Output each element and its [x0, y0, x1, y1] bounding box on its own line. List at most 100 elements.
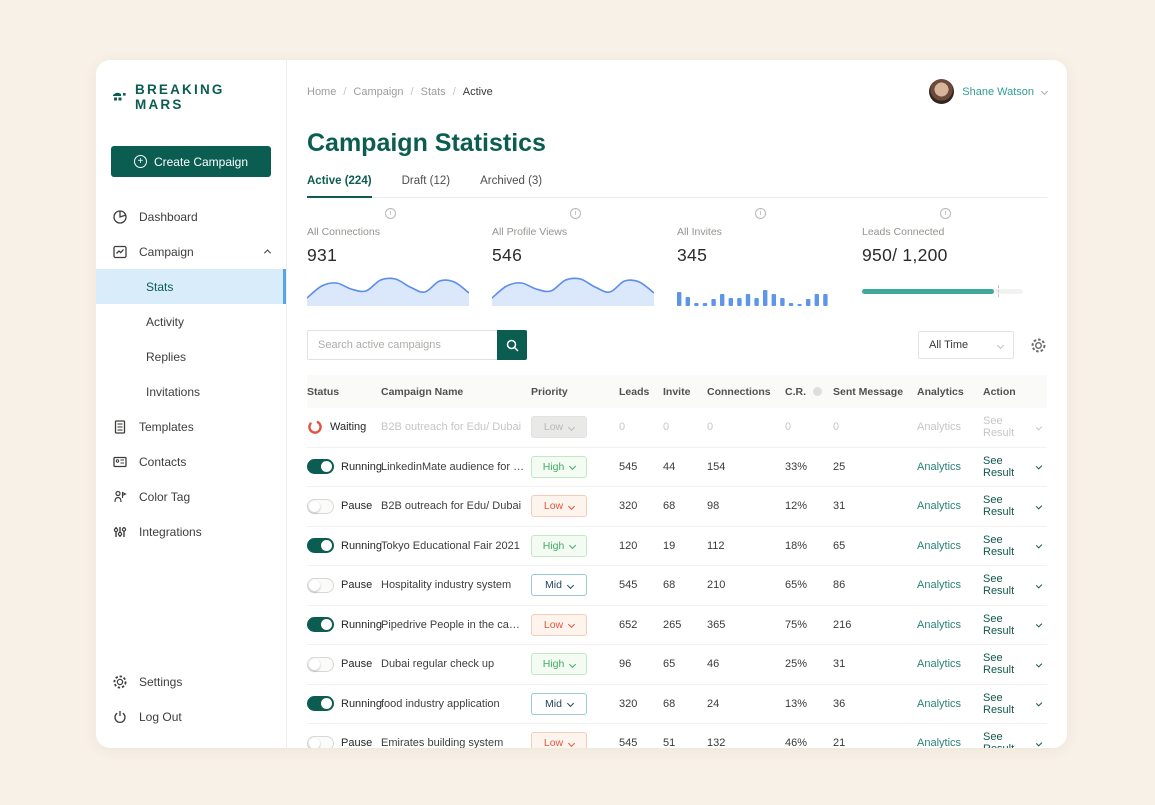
- see-result-dropdown[interactable]: See Result: [983, 731, 1043, 748]
- sidebar-item-settings[interactable]: Settings: [96, 664, 286, 699]
- stat-card-value: 546: [492, 245, 523, 265]
- analytics-link[interactable]: Analytics: [917, 737, 962, 748]
- priority-dropdown[interactable]: High: [531, 534, 587, 557]
- status-toggle[interactable]: [307, 696, 334, 712]
- see-result-label: See Result: [983, 415, 1015, 440]
- status-label: Pause: [341, 658, 373, 671]
- invite-cell: 68: [663, 697, 676, 710]
- priority-dropdown[interactable]: Low: [531, 613, 587, 636]
- sidebar-item-contacts[interactable]: Contacts: [96, 444, 286, 479]
- analytics-link[interactable]: Analytics: [917, 697, 962, 710]
- priority-dropdown[interactable]: Mid: [531, 692, 587, 715]
- priority-cell: Low: [531, 613, 619, 636]
- sidebar-item-dashboard[interactable]: Dashboard: [96, 199, 286, 234]
- see-result-label: See Result: [983, 454, 1015, 479]
- sidebar-item-color-tag[interactable]: Color Tag: [96, 479, 286, 514]
- sidebar-item-logout[interactable]: Log Out: [96, 699, 286, 734]
- cr-cell: 25%: [785, 658, 808, 671]
- user-menu[interactable]: Shane Watson: [929, 79, 1049, 104]
- analytics-link[interactable]: Analytics: [917, 539, 962, 552]
- search-button[interactable]: [497, 330, 527, 360]
- see-result-label: See Result: [983, 533, 1015, 558]
- priority-cell: High: [531, 455, 619, 478]
- status-toggle[interactable]: [307, 498, 334, 514]
- breadcrumb-stats[interactable]: Stats: [420, 85, 446, 98]
- status-cell: Pause: [307, 656, 381, 672]
- breadcrumb-campaign[interactable]: Campaign: [353, 85, 404, 98]
- see-result-dropdown[interactable]: See Result: [983, 454, 1043, 479]
- priority-dropdown[interactable]: High: [531, 653, 587, 676]
- chevron-down-icon: [1040, 87, 1049, 96]
- tab-archived[interactable]: Archived (3): [480, 175, 543, 187]
- status-toggle[interactable]: [307, 459, 334, 475]
- tab-active[interactable]: Active (224): [307, 175, 372, 198]
- analytics-link[interactable]: Analytics: [917, 618, 962, 631]
- priority-cell: Low: [531, 416, 619, 439]
- priority-dropdown[interactable]: Mid: [531, 574, 587, 597]
- priority-dropdown[interactable]: High: [531, 455, 587, 478]
- priority-dropdown[interactable]: Low: [531, 732, 587, 748]
- info-icon: i: [570, 208, 581, 219]
- leads-cell: 545: [619, 579, 638, 592]
- time-filter-select[interactable]: All Time: [918, 331, 1014, 359]
- sent-message-cell: 31: [833, 658, 846, 671]
- analytics-link[interactable]: Analytics: [917, 658, 962, 671]
- see-result-dropdown[interactable]: See Result: [983, 692, 1043, 716]
- tab-draft[interactable]: Draft (12): [401, 175, 451, 187]
- status-cell: Running: [307, 617, 382, 633]
- cr-cell: 65%: [785, 579, 808, 592]
- action-cell: See Result: [983, 613, 1047, 637]
- status-toggle[interactable]: [307, 656, 334, 672]
- sidebar-item-activity[interactable]: Activity: [96, 304, 286, 339]
- templates-icon: [114, 419, 126, 434]
- col-invite: Invite: [663, 385, 691, 398]
- sent-message-cell: 31: [833, 500, 846, 513]
- connections-cell: 132: [707, 737, 726, 748]
- user-name: Shane Watson: [962, 85, 1034, 98]
- sidebar-item-replies[interactable]: Replies: [96, 339, 286, 374]
- sidebar-item-campaign[interactable]: Campaign: [96, 234, 286, 269]
- info-icon: [813, 387, 822, 396]
- see-result-dropdown[interactable]: See Result: [983, 573, 1043, 597]
- create-campaign-button[interactable]: + Create Campaign: [111, 146, 271, 177]
- info-icon: i: [755, 208, 766, 219]
- sidebar-item-invitations[interactable]: Invitations: [96, 374, 286, 409]
- integrations-icon: [113, 526, 127, 537]
- see-result-dropdown[interactable]: See Result: [983, 652, 1043, 676]
- see-result-dropdown[interactable]: See Result: [983, 494, 1043, 518]
- breadcrumb-home[interactable]: Home: [307, 85, 337, 98]
- see-result-dropdown[interactable]: See Result: [983, 533, 1043, 558]
- chevron-down-icon: [1035, 739, 1043, 747]
- status-toggle[interactable]: [307, 617, 334, 633]
- chevron-down-icon: [568, 423, 576, 431]
- analytics-link[interactable]: Analytics: [917, 460, 962, 473]
- status-toggle[interactable]: [307, 538, 334, 554]
- priority-label: Mid: [545, 697, 562, 710]
- status-toggle[interactable]: [307, 577, 334, 593]
- cr-cell: 0: [785, 421, 792, 434]
- avatar: [929, 79, 955, 104]
- analytics-link[interactable]: Analytics: [917, 579, 962, 592]
- priority-dropdown[interactable]: Low: [531, 495, 587, 518]
- status-toggle[interactable]: [307, 735, 334, 748]
- invite-cell: 68: [663, 500, 676, 513]
- stat-card: i Leads Connected 950/ 1,200: [862, 208, 1047, 306]
- analytics-link[interactable]: Analytics: [917, 500, 962, 513]
- invite-cell: 0: [663, 421, 670, 434]
- sidebar-item-label: Campaign: [139, 244, 194, 259]
- status-cell: Running: [307, 459, 382, 475]
- connections-cell: 46: [707, 658, 720, 671]
- sidebar-item-integrations[interactable]: Integrations: [96, 514, 286, 549]
- sidebar-item-templates[interactable]: Templates: [96, 409, 286, 444]
- info-icon: i: [940, 208, 951, 219]
- analytics-cell: Analytics: [917, 421, 983, 433]
- status-label: Running: [341, 697, 382, 710]
- table-settings-gear-icon[interactable]: [1030, 337, 1047, 354]
- sidebar-item-stats[interactable]: Stats: [96, 269, 286, 304]
- breadcrumb: Home / Campaign / Stats / Active: [307, 85, 493, 98]
- see-result-dropdown[interactable]: See Result: [983, 613, 1043, 637]
- plus-circle-icon: +: [133, 155, 147, 168]
- connections-cell: 112: [707, 539, 725, 552]
- table-row: Pause Hospitality industry system Mid 545 68…: [307, 566, 1047, 606]
- search-input[interactable]: [307, 330, 497, 360]
